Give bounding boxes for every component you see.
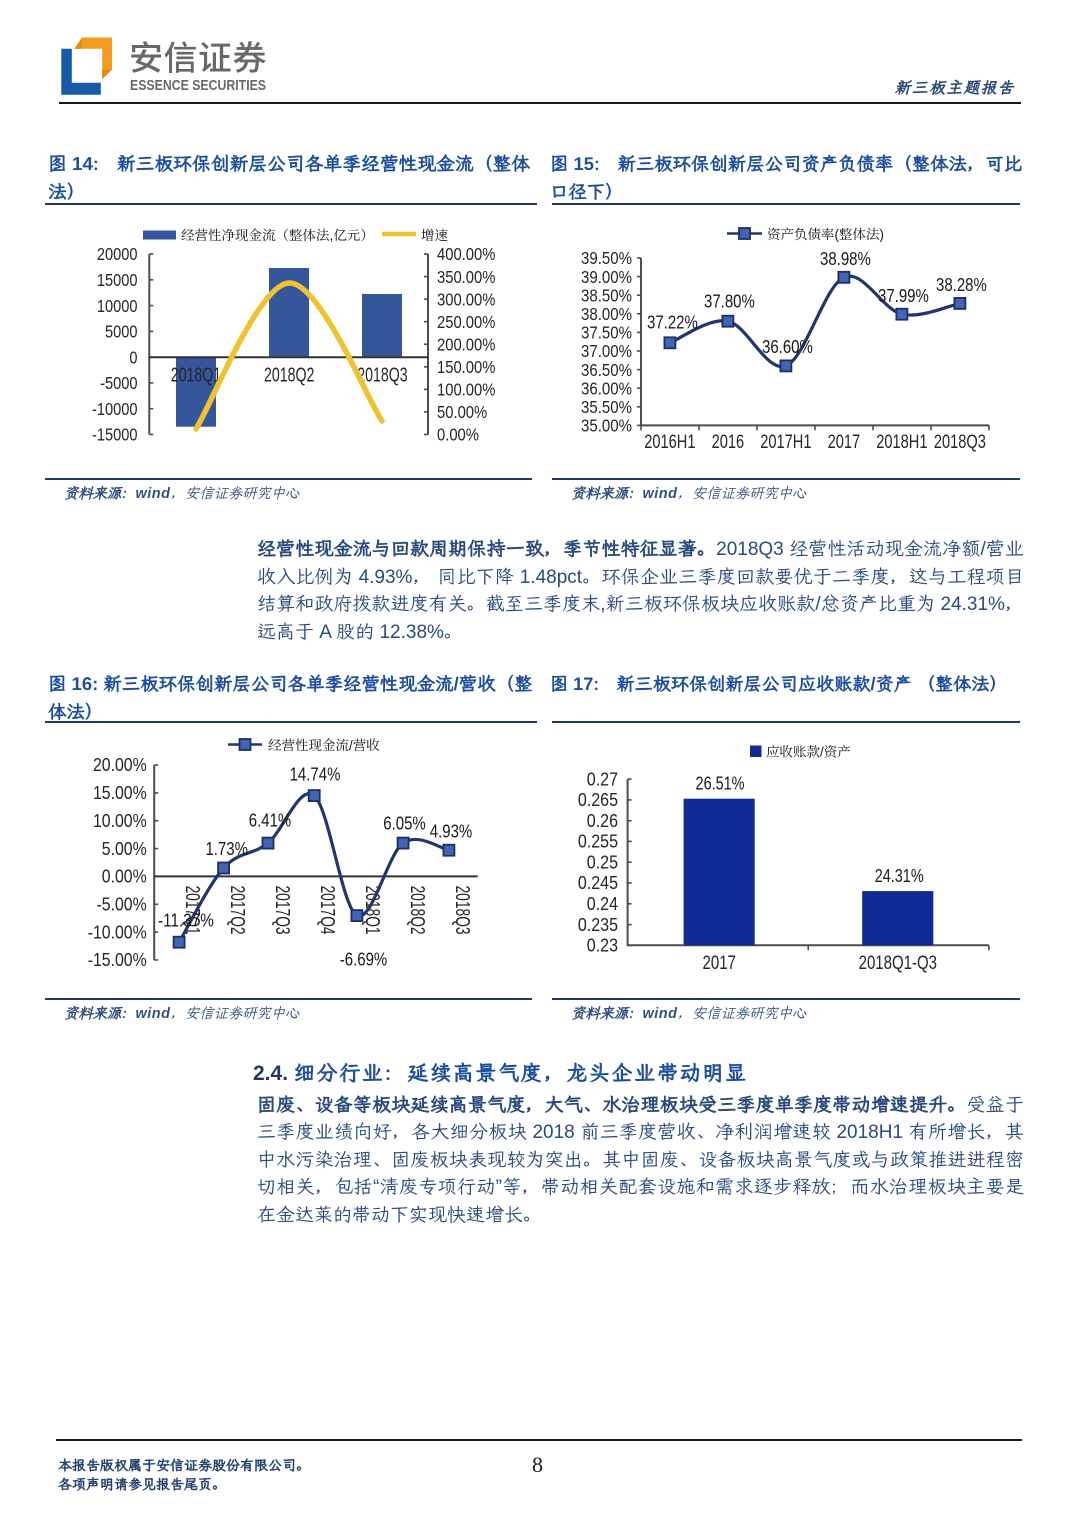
svg-text:38.00%: 38.00% [581,304,632,324]
svg-text:0.24: 0.24 [587,894,618,914]
svg-text:39.50%: 39.50% [581,248,632,268]
svg-text:2016: 2016 [712,431,745,453]
svg-text:36.00%: 36.00% [581,378,632,398]
svg-text:4.93%: 4.93% [430,821,473,842]
svg-text:0.00%: 0.00% [437,425,479,445]
svg-text:15.00%: 15.00% [93,783,147,803]
svg-text:150.00%: 150.00% [437,357,495,377]
svg-text:0.25: 0.25 [587,852,618,872]
svg-text:100.00%: 100.00% [437,380,495,400]
svg-text:15000: 15000 [97,270,138,290]
svg-text:38.98%: 38.98% [820,248,871,269]
svg-text:5000: 5000 [105,322,138,342]
svg-text:26.51%: 26.51% [696,772,745,793]
svg-text:6.41%: 6.41% [249,810,292,831]
svg-text:增速: 增速 [421,228,448,243]
svg-text:经营性净现金流（整体法,亿元）: 经营性净现金流（整体法,亿元） [181,228,374,243]
svg-text:-10.00%: -10.00% [88,922,147,942]
svg-text:37.22%: 37.22% [647,312,698,333]
svg-text:24.31%: 24.31% [875,865,924,886]
svg-text:250.00%: 250.00% [437,312,495,332]
svg-text:39.00%: 39.00% [581,267,632,287]
svg-text:-11.37%: -11.37% [158,910,214,931]
svg-text:20.00%: 20.00% [93,755,147,775]
svg-text:35.50%: 35.50% [581,397,632,417]
svg-text:-5000: -5000 [100,373,137,393]
svg-text:14.74%: 14.74% [290,764,341,785]
svg-text:2017H1: 2017H1 [760,431,811,453]
svg-text:37.00%: 37.00% [581,341,632,361]
svg-text:0: 0 [129,347,137,367]
svg-text:37.99%: 37.99% [878,285,929,306]
svg-text:36.60%: 36.60% [762,336,813,357]
svg-text:50.00%: 50.00% [437,402,487,422]
svg-text:0.265: 0.265 [578,790,618,810]
svg-text:0.245: 0.245 [578,873,618,893]
svg-text:2018Q1: 2018Q1 [361,886,383,935]
svg-text:2017: 2017 [828,431,861,453]
svg-text:2018H1: 2018H1 [876,431,927,453]
svg-text:400.00%: 400.00% [437,244,495,264]
svg-text:38.50%: 38.50% [581,285,632,305]
svg-text:36.50%: 36.50% [581,360,632,380]
svg-text:37.50%: 37.50% [581,323,632,343]
svg-text:35.00%: 35.00% [581,416,632,436]
svg-text:0.255: 0.255 [578,832,618,852]
svg-text:0.27: 0.27 [587,769,618,789]
svg-text:2018Q2: 2018Q2 [264,364,314,387]
svg-text:2018Q2: 2018Q2 [406,886,428,935]
svg-text:经营性现金流/营收: 经营性现金流/营收 [268,738,380,753]
svg-text:-15.00%: -15.00% [88,950,147,970]
svg-text:10.00%: 10.00% [93,811,147,831]
svg-text:2018Q1-Q3: 2018Q1-Q3 [859,953,937,974]
svg-text:20000: 20000 [97,244,138,264]
svg-text:2018Q3: 2018Q3 [357,364,407,387]
svg-text:资产负债率(整体法): 资产负债率(整体法) [767,227,884,242]
svg-text:0.26: 0.26 [587,811,618,831]
svg-text:5.00%: 5.00% [102,839,147,859]
svg-text:-10000: -10000 [92,399,138,419]
svg-text:0.23: 0.23 [587,936,618,956]
svg-text:0.00%: 0.00% [102,867,147,887]
svg-text:2017Q4: 2017Q4 [316,886,338,935]
svg-text:300.00%: 300.00% [437,289,495,309]
svg-text:-15000: -15000 [92,425,138,445]
svg-text:38.28%: 38.28% [936,274,987,295]
svg-text:2018Q3: 2018Q3 [451,886,473,935]
svg-text:10000: 10000 [97,296,138,316]
svg-text:-6.69%: -6.69% [340,949,388,970]
svg-text:2017Q3: 2017Q3 [271,886,293,935]
svg-text:2016H1: 2016H1 [644,431,695,453]
svg-text:应收账款/资产: 应收账款/资产 [766,745,851,760]
svg-text:2017Q1: 2017Q1 [181,886,203,935]
svg-text:350.00%: 350.00% [437,267,495,287]
svg-text:6.05%: 6.05% [383,813,426,834]
svg-text:200.00%: 200.00% [437,334,495,354]
svg-text:2017Q2: 2017Q2 [226,886,248,935]
svg-text:2018Q3: 2018Q3 [934,431,986,453]
svg-text:1.73%: 1.73% [205,838,248,859]
svg-text:0.235: 0.235 [578,915,618,935]
svg-text:2018Q1: 2018Q1 [171,364,221,387]
svg-text:2017: 2017 [703,953,736,974]
svg-text:-5.00%: -5.00% [97,895,147,915]
svg-text:37.80%: 37.80% [704,291,755,312]
